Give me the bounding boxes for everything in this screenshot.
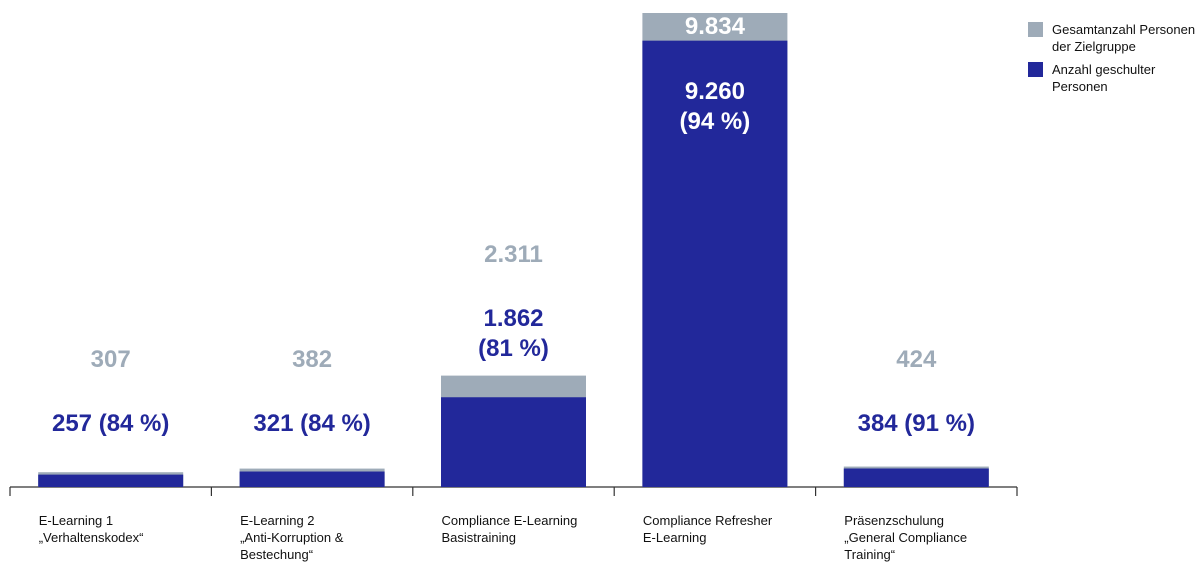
value-label: 2.311	[484, 240, 543, 268]
legend-label: Anzahl geschulter Personen	[1052, 62, 1156, 94]
value-labels: 424 384 (91 %)	[816, 345, 1016, 439]
value-labels: 307 257 (84 %)	[11, 345, 211, 439]
x-tick-label: Compliance E-Learning Basistraining	[441, 513, 578, 545]
value-labels: 2.311 1.862 (81 %)	[414, 240, 614, 364]
bar	[38, 474, 184, 487]
value-label: 382	[292, 346, 333, 373]
bar	[441, 397, 586, 487]
value-label: 9.260 (94 %)	[679, 77, 751, 135]
value-label: 424	[896, 346, 937, 373]
value-labels: 382 321 (84 %)	[212, 345, 412, 439]
value-label: 307	[90, 346, 131, 373]
value-label: 9.834	[684, 12, 745, 40]
x-tick-label: E-Learning 1 „Verhaltenskodex“	[38, 513, 144, 545]
value-label: 257 (84 %)	[51, 410, 170, 437]
x-tick-label: E-Learning 2 „Anti-Korruption & Bestechu…	[240, 513, 344, 562]
legend-swatch	[1028, 22, 1043, 37]
value-label: 384 (91 %)	[857, 410, 975, 437]
legend-label: Gesamtanzahl Personen der Zielgruppe	[1052, 22, 1196, 54]
value-label: 321 (84 %)	[253, 410, 371, 437]
bar	[843, 468, 989, 487]
x-tick-label: Präsenzschulung „General Compliance Trai…	[844, 513, 968, 562]
bar	[239, 471, 385, 487]
legend-swatch	[1028, 62, 1043, 77]
value-label: 1.862 (81 %)	[478, 304, 549, 362]
x-tick-label: Compliance Refresher E-Learning	[642, 513, 773, 545]
bar	[642, 40, 788, 487]
